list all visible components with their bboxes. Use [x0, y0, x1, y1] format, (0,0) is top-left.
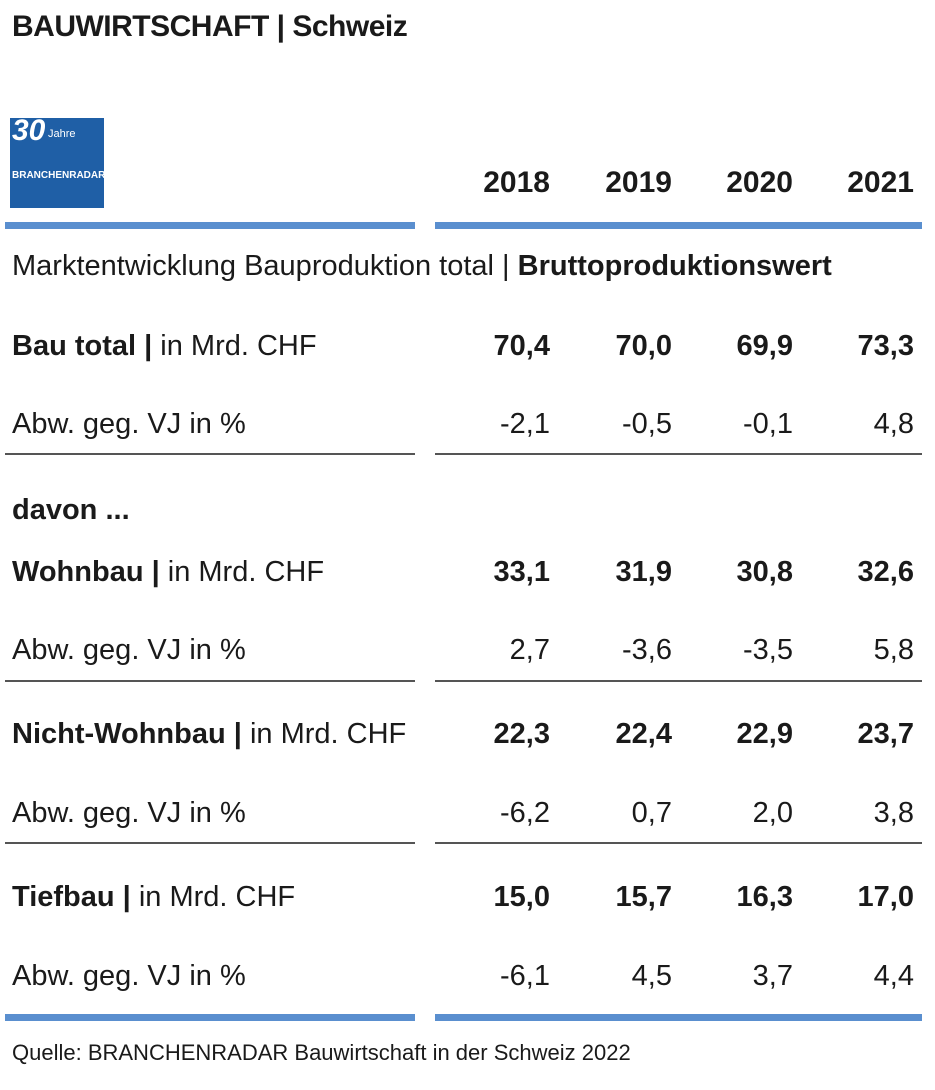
table-cell: 3,7	[752, 960, 793, 992]
divider	[435, 453, 922, 455]
table-cell: 4,8	[873, 408, 914, 440]
source-note: Quelle: BRANCHENRADAR Bauwirtschaft in d…	[12, 1040, 631, 1065]
table-cell: -0,5	[622, 408, 672, 440]
year-header: 2020	[726, 166, 793, 199]
table-cell: 69,9	[736, 330, 793, 362]
table-cell: 2,0	[752, 797, 793, 829]
table-cell: -2,1	[500, 408, 550, 440]
row-label-normal: in Mrd. CHF	[152, 330, 317, 362]
table-cell: 73,3	[857, 330, 914, 362]
divider	[5, 842, 415, 844]
footer-bar-left	[5, 1014, 415, 1021]
row-label-abw: Abw. geg. VJ in %	[12, 408, 246, 440]
row-label-abw: Abw. geg. VJ in %	[12, 634, 246, 666]
table-cell: 16,3	[736, 881, 793, 913]
table-cell: 22,4	[615, 718, 672, 750]
divider	[435, 680, 922, 682]
table-cell: 22,9	[736, 718, 793, 750]
page-title: BAUWIRTSCHAFT | Schweiz	[12, 10, 408, 43]
logo-brand: BRANCHENRADAR	[12, 170, 104, 181]
table-cell: 15,7	[615, 881, 672, 913]
row-label-bold: Tiefbau |	[12, 881, 131, 913]
table-cell: 5,8	[873, 634, 914, 666]
subtitle-normal: Marktentwicklung Bauproduktion total |	[12, 250, 518, 282]
table-cell: 70,0	[615, 330, 672, 362]
logo-number: 30	[12, 118, 46, 147]
table-cell: 4,5	[631, 960, 672, 992]
logo-jahre: Jahre	[48, 128, 76, 140]
row-label-tiefbau: Tiefbau | in Mrd. CHF	[12, 881, 295, 914]
table-cell: -3,6	[622, 634, 672, 666]
table-cell: 33,1	[493, 556, 550, 588]
row-label-wohnbau: Wohnbau | in Mrd. CHF	[12, 556, 324, 589]
row-label-bau-total: Bau total | in Mrd. CHF	[12, 330, 317, 363]
table-cell: 32,6	[857, 556, 914, 588]
row-label-normal: in Mrd. CHF	[159, 556, 325, 588]
table-cell: 31,9	[615, 556, 672, 588]
branchenradar-logo: 30 Jahre BRANCHENRADAR	[10, 118, 104, 208]
table-cell: 30,8	[736, 556, 793, 588]
table-cell: 4,4	[873, 960, 914, 992]
table-cell: 17,0	[857, 881, 914, 913]
table-cell: 0,7	[631, 797, 672, 829]
table-cell: 3,8	[873, 797, 914, 829]
table-cell: 2,7	[509, 634, 550, 666]
divider	[5, 680, 415, 682]
row-label-abw: Abw. geg. VJ in %	[12, 797, 246, 829]
row-label-bold: Nicht-Wohnbau |	[12, 718, 242, 750]
header-bar-left	[5, 222, 415, 229]
subtitle-bold: Bruttoproduktionswert	[517, 250, 832, 282]
row-label-nicht-wohnbau: Nicht-Wohnbau | in Mrd. CHF	[12, 718, 406, 751]
divider	[5, 453, 415, 455]
table-cell: 22,3	[493, 718, 550, 750]
table-cell: -6,2	[500, 797, 550, 829]
table-cell: -3,5	[743, 634, 793, 666]
table-cell: -0,1	[743, 408, 793, 440]
davon-label: davon ...	[12, 494, 130, 526]
year-header: 2018	[483, 166, 550, 199]
header-bar-right	[435, 222, 922, 229]
footer-bar-right	[435, 1014, 922, 1021]
row-label-normal: in Mrd. CHF	[241, 718, 407, 750]
row-label-bold: Wohnbau |	[12, 556, 160, 588]
divider	[435, 842, 922, 844]
table-cell: 70,4	[493, 330, 550, 362]
year-header: 2021	[847, 166, 914, 199]
year-header: 2019	[605, 166, 672, 199]
table-cell: 15,0	[493, 881, 550, 913]
row-label-abw: Abw. geg. VJ in %	[12, 960, 246, 992]
table-cell: -6,1	[500, 960, 550, 992]
row-label-bold: Bau total |	[12, 330, 153, 362]
row-label-normal: in Mrd. CHF	[130, 881, 296, 913]
table-cell: 23,7	[857, 718, 914, 750]
table-subtitle: Marktentwicklung Bauproduktion total | B…	[12, 250, 832, 283]
